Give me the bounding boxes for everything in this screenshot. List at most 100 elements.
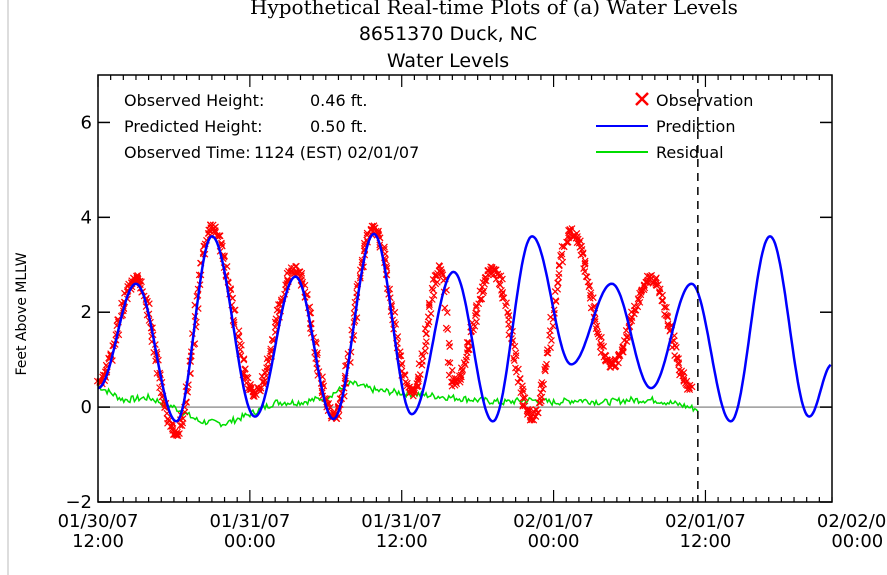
observation-point-521	[421, 325, 429, 333]
observation-point-651	[505, 320, 513, 328]
x-tick-label-time-2: 12:00	[376, 531, 428, 552]
observation-point-604	[478, 295, 486, 303]
observation-point-611	[478, 283, 486, 291]
observation-point-895	[659, 296, 666, 304]
observation-point-129	[174, 428, 181, 436]
observation-point-596	[473, 318, 480, 326]
observation-point-545	[439, 271, 447, 279]
observation-point-605	[476, 295, 484, 303]
observation-point-529	[428, 296, 436, 303]
x-tick-label-date-4: 02/01/07	[665, 511, 746, 532]
legend-observation-marker	[635, 92, 649, 106]
observation-point-589	[465, 339, 473, 347]
observation-point-797	[598, 342, 605, 350]
observation-point-847	[627, 308, 635, 316]
observation-point-637	[498, 275, 506, 283]
info-observed-time-value: 1124 (EST) 02/01/07	[254, 143, 419, 162]
observation-point-451	[381, 243, 388, 251]
x-tick-label-time-3: 00:00	[528, 531, 580, 552]
observation-point-916	[673, 355, 681, 363]
observation-point-559	[445, 371, 453, 379]
y-axis-label: Feet Above MLLW	[14, 252, 30, 375]
chart-subtitle: Water Levels	[387, 50, 509, 72]
observation-point-791	[592, 325, 600, 333]
observation-point-531	[428, 284, 436, 292]
observation-point-896	[663, 303, 670, 311]
observation-point-659	[512, 349, 520, 357]
observation-point-534	[433, 278, 441, 286]
observation-point-855	[636, 298, 644, 306]
observation-point-913	[671, 342, 679, 349]
observation-point-833	[619, 343, 627, 351]
observation-point-600	[472, 303, 480, 311]
observation-point-615	[481, 276, 489, 284]
observation-point-713	[543, 346, 551, 354]
observation-point-716	[546, 327, 554, 335]
observation-point-672	[521, 394, 529, 402]
observation-point-275	[267, 347, 274, 355]
observation-point-666	[516, 375, 524, 382]
observation-point-251	[250, 393, 258, 400]
observation-point-557	[444, 358, 452, 366]
observation-point-673	[519, 394, 527, 402]
observation-point-485	[401, 372, 409, 379]
observation-point-639	[496, 281, 504, 289]
observation-point-279	[268, 335, 276, 343]
prediction-series	[97, 232, 832, 423]
observation-point-661	[510, 354, 518, 362]
observation-point-850	[632, 306, 640, 314]
observation-point-599	[472, 309, 480, 317]
observation-point-743	[565, 234, 573, 242]
y-tick-label-1: 0	[81, 397, 92, 418]
observation-point-701	[538, 393, 546, 401]
observation-point-606	[479, 289, 487, 297]
observation-point-746	[566, 226, 574, 233]
observation-point-229	[240, 356, 248, 364]
legend: Observation Prediction Residual	[596, 91, 753, 162]
observation-point-727	[554, 279, 562, 287]
observation-point-846	[628, 314, 636, 322]
legend-observation-label: Observation	[656, 91, 753, 110]
observation-point-709	[543, 360, 550, 368]
observation-point-274	[267, 345, 275, 353]
observation-point-705	[538, 379, 546, 386]
observation-point-115	[165, 417, 173, 425]
chart-title: 8651370 Duck, NC	[359, 23, 537, 45]
observation-point-528	[430, 291, 438, 299]
observation-point-732	[559, 258, 567, 266]
observation-point-645	[502, 302, 509, 310]
x-tick-label-date-1: 01/31/07	[209, 511, 290, 532]
observation-point-799	[600, 343, 608, 350]
observation-point-770	[581, 259, 589, 267]
observation-point-935	[683, 386, 691, 393]
observation-point-761	[574, 235, 582, 243]
observation-point-671	[517, 389, 525, 397]
observation-point-663	[514, 365, 522, 373]
observation-point-189	[211, 229, 219, 237]
observation-point-228	[240, 355, 248, 363]
observation-point-609	[480, 287, 488, 295]
observation-point-767	[579, 250, 587, 258]
observation-point-525	[427, 310, 435, 317]
observation-point-555	[445, 339, 453, 347]
observation-point-778	[587, 289, 595, 297]
observation-point-551	[441, 304, 449, 312]
y-axis-ticks: −2 0 2 4 6	[65, 112, 832, 513]
x-tick-label-time-5: 00:00	[831, 531, 883, 552]
observation-point-514	[418, 350, 426, 358]
observation-point-695	[534, 409, 542, 417]
observation-point-897	[661, 303, 668, 311]
x-tick-label-time-1: 00:00	[224, 531, 276, 552]
legend-prediction-label: Prediction	[656, 117, 735, 136]
observation-point-231	[241, 365, 249, 373]
observation-point-285	[272, 315, 280, 323]
observation-point-910	[670, 337, 678, 345]
observation-point-886	[654, 281, 662, 288]
observation-point-602	[475, 300, 483, 308]
observation-point-773	[581, 268, 589, 275]
observation-point-735	[557, 251, 564, 259]
observation-point-523	[425, 318, 433, 326]
observation-point-795	[597, 333, 605, 341]
observation-point-223	[235, 333, 243, 341]
observation-point-515	[421, 347, 429, 355]
